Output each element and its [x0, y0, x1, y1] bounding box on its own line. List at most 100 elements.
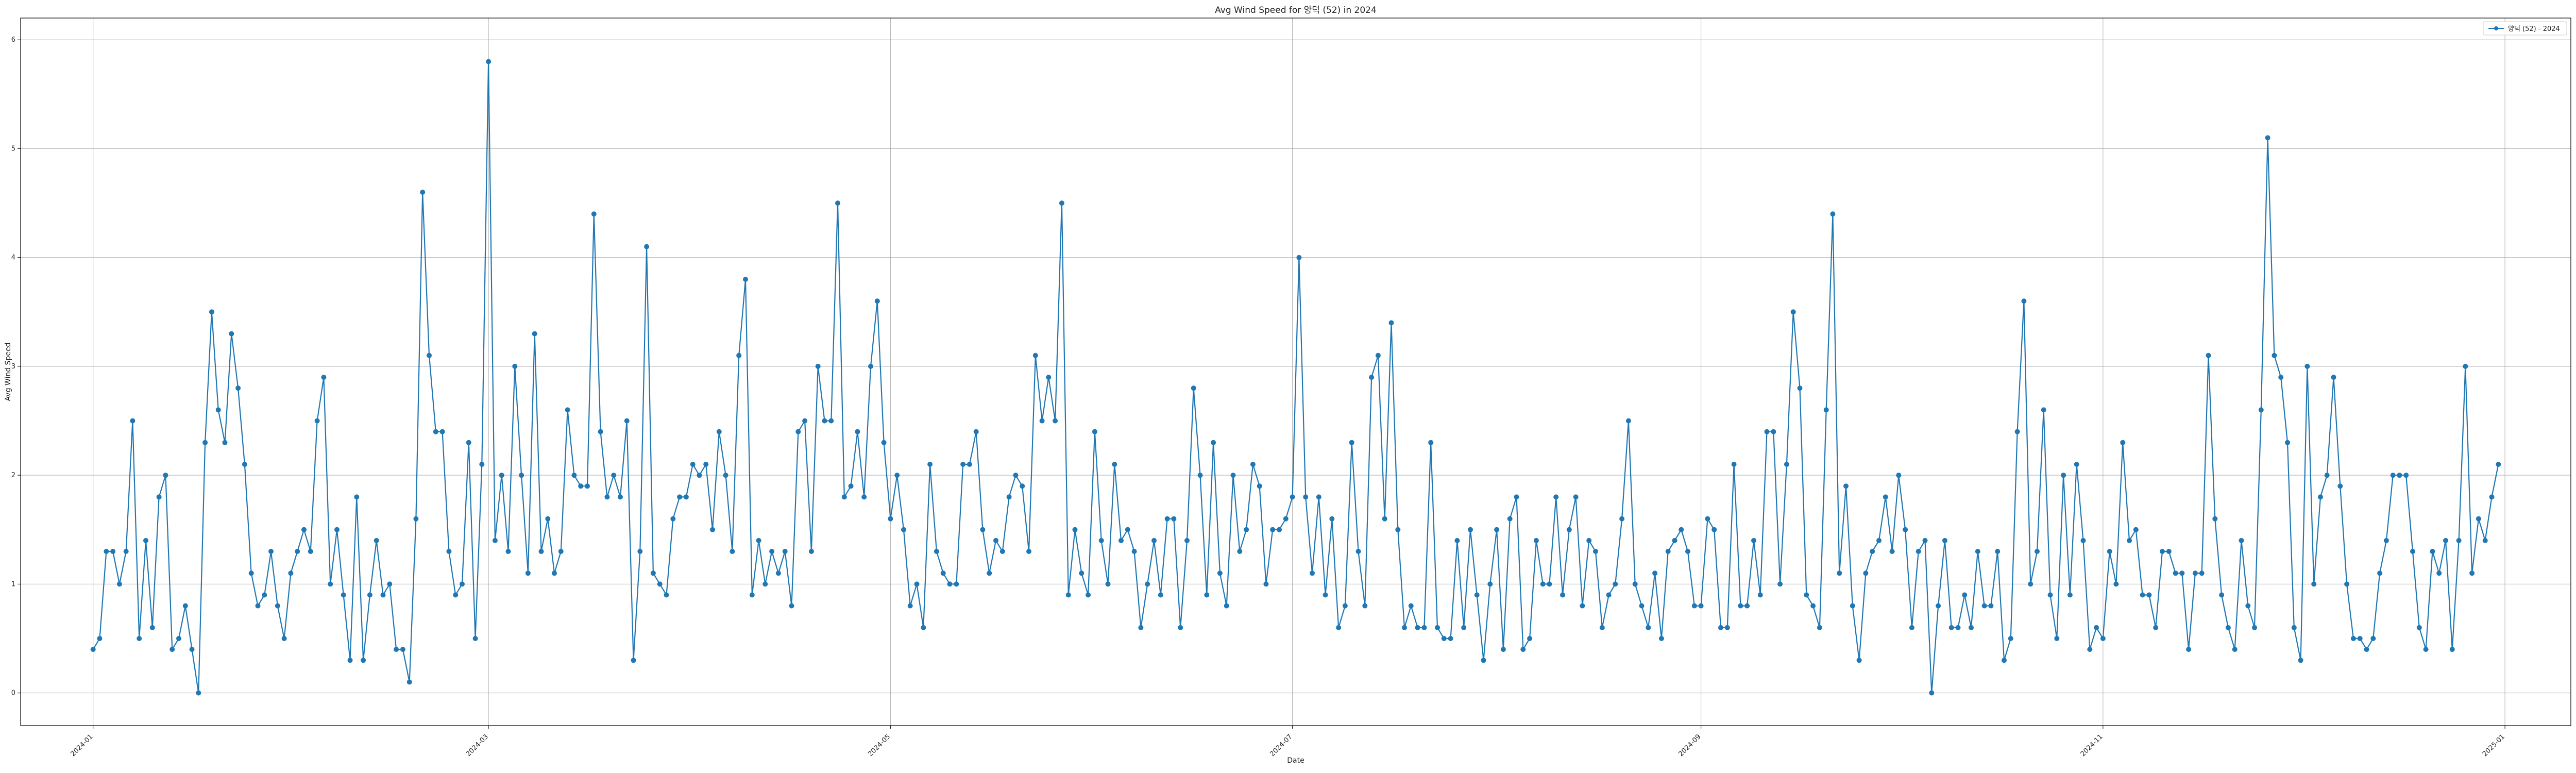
data-point — [1079, 570, 1084, 576]
data-point — [1929, 690, 1935, 696]
data-point — [690, 462, 696, 467]
data-point — [1553, 494, 1559, 500]
data-point — [1059, 200, 1064, 206]
data-point — [1263, 581, 1269, 587]
data-point — [512, 363, 518, 369]
data-point — [123, 549, 129, 554]
data-point — [202, 440, 208, 445]
data-point — [2021, 298, 2027, 304]
data-point — [1698, 603, 1704, 609]
data-point — [650, 570, 656, 576]
data-point — [2047, 592, 2053, 598]
data-point — [2463, 363, 2468, 369]
data-point — [466, 440, 471, 445]
data-point — [815, 363, 821, 369]
data-point — [196, 690, 201, 696]
data-point — [1922, 537, 1928, 543]
data-point — [427, 352, 432, 358]
data-point — [1843, 483, 1849, 489]
data-point — [993, 537, 998, 543]
data-point — [802, 418, 808, 424]
data-point — [1533, 537, 1539, 543]
data-point — [1995, 549, 2001, 554]
data-point — [116, 581, 122, 587]
data-point — [137, 636, 142, 641]
data-point — [2008, 636, 2013, 641]
data-point — [2291, 625, 2297, 630]
data-point — [1158, 592, 1163, 598]
data-point — [433, 429, 438, 434]
data-point — [2390, 473, 2396, 478]
data-point — [268, 549, 274, 554]
data-point — [248, 570, 254, 576]
data-point — [1870, 549, 1875, 554]
data-point — [90, 647, 96, 652]
data-point — [2278, 375, 2284, 380]
data-point — [2028, 581, 2033, 587]
data-point — [2364, 647, 2369, 652]
data-point — [2192, 570, 2198, 576]
data-point — [1323, 592, 1328, 598]
data-point — [1197, 473, 1203, 478]
data-point — [235, 385, 241, 391]
x-tick-label: 2024-05 — [867, 733, 892, 758]
y-tick-label: 0 — [11, 690, 15, 697]
data-point — [1804, 592, 1809, 598]
data-point — [762, 581, 768, 587]
data-point — [2120, 440, 2126, 445]
data-point — [664, 592, 669, 598]
data-point — [1883, 494, 1888, 500]
data-point — [1382, 516, 1387, 522]
data-point — [1863, 570, 1869, 576]
data-point — [308, 549, 313, 554]
data-point — [472, 636, 478, 641]
data-point — [2232, 647, 2238, 652]
data-point — [2127, 537, 2132, 543]
data-point — [1092, 429, 1097, 434]
data-point — [1771, 429, 1776, 434]
y-tick-label: 3 — [11, 363, 15, 371]
data-point — [2383, 537, 2389, 543]
data-point — [1270, 527, 1276, 532]
data-point — [749, 592, 755, 598]
data-point — [341, 592, 346, 598]
data-point — [1290, 494, 1295, 500]
data-point — [2443, 537, 2448, 543]
data-point — [2476, 516, 2481, 522]
data-point — [1948, 625, 1954, 630]
data-point — [2054, 636, 2060, 641]
data-point — [1830, 211, 1836, 217]
data-point — [2337, 483, 2343, 489]
data-point — [1250, 462, 1256, 467]
data-point — [262, 592, 267, 598]
data-point — [2344, 581, 2350, 587]
data-point — [1020, 483, 1025, 489]
data-point — [1711, 527, 1717, 532]
data-point — [1896, 473, 1902, 478]
data-point — [2199, 570, 2205, 576]
data-point — [1086, 592, 1091, 598]
data-point — [2311, 581, 2317, 587]
data-point — [1191, 385, 1196, 391]
data-point — [1573, 494, 1579, 500]
data-point — [229, 331, 234, 337]
data-point — [1665, 549, 1671, 554]
data-point — [1850, 603, 1855, 609]
data-point — [1349, 440, 1354, 445]
data-point — [1435, 625, 1440, 630]
data-point — [295, 549, 300, 554]
y-tick-label: 6 — [11, 36, 15, 44]
data-point — [1112, 462, 1117, 467]
data-point — [736, 352, 742, 358]
data-point — [2489, 494, 2495, 500]
data-point — [1013, 473, 1019, 478]
data-point — [2449, 647, 2455, 652]
data-point — [1224, 603, 1229, 609]
data-point — [1718, 625, 1723, 630]
y-tick-label: 5 — [11, 145, 15, 153]
data-point — [2272, 352, 2277, 358]
data-point — [1481, 658, 1486, 663]
data-point — [782, 549, 788, 554]
data-point — [1685, 549, 1690, 554]
data-point — [1310, 570, 1315, 576]
